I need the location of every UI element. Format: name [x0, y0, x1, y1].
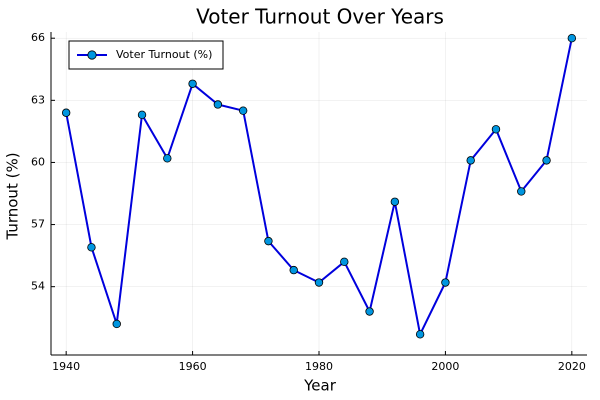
data-point — [188, 79, 197, 88]
y-tick-label: 66 — [31, 31, 45, 44]
series-layer — [61, 34, 577, 339]
data-point — [491, 125, 501, 134]
data-point — [163, 154, 172, 163]
data-point — [365, 307, 374, 316]
data-point — [61, 108, 71, 117]
y-axis-label: Turnout (%) — [4, 152, 22, 240]
legend-marker-swatch — [87, 50, 97, 60]
y-tick-label: 57 — [31, 218, 45, 231]
data-point — [340, 257, 349, 267]
data-point — [466, 156, 475, 165]
y-tick-label: 54 — [31, 280, 45, 293]
grid-lines — [51, 32, 587, 355]
data-point — [112, 319, 121, 329]
data-point — [238, 106, 248, 115]
x-tick-label: 2000 — [431, 360, 459, 373]
legend-label: Voter Turnout (%) — [116, 48, 212, 61]
data-point — [289, 265, 298, 275]
y-tick-labels: 54 57 60 63 66 — [31, 31, 45, 292]
y-tick-label: 63 — [31, 93, 45, 106]
data-point — [390, 197, 400, 206]
y-tick-label: 60 — [31, 155, 45, 168]
x-tick-labels: 1940 1960 1980 2000 2020 — [52, 360, 586, 373]
x-tick-label: 2020 — [558, 360, 586, 373]
data-point — [87, 243, 96, 252]
data-point — [567, 34, 577, 43]
x-tick-label: 1980 — [305, 360, 333, 373]
data-point — [441, 278, 450, 287]
data-point — [415, 330, 425, 339]
x-tick-label: 1940 — [52, 360, 80, 373]
chart-title: Voter Turnout Over Years — [196, 5, 444, 29]
x-axis-label: Year — [303, 377, 337, 395]
data-point — [264, 236, 273, 246]
data-point — [542, 156, 551, 165]
data-point — [517, 187, 526, 196]
data-point — [314, 278, 324, 287]
legend: Voter Turnout (%) — [68, 40, 224, 70]
x-tick-label: 1960 — [179, 360, 207, 373]
data-point — [213, 100, 223, 109]
axes — [50, 32, 587, 356]
data-point — [137, 110, 147, 120]
